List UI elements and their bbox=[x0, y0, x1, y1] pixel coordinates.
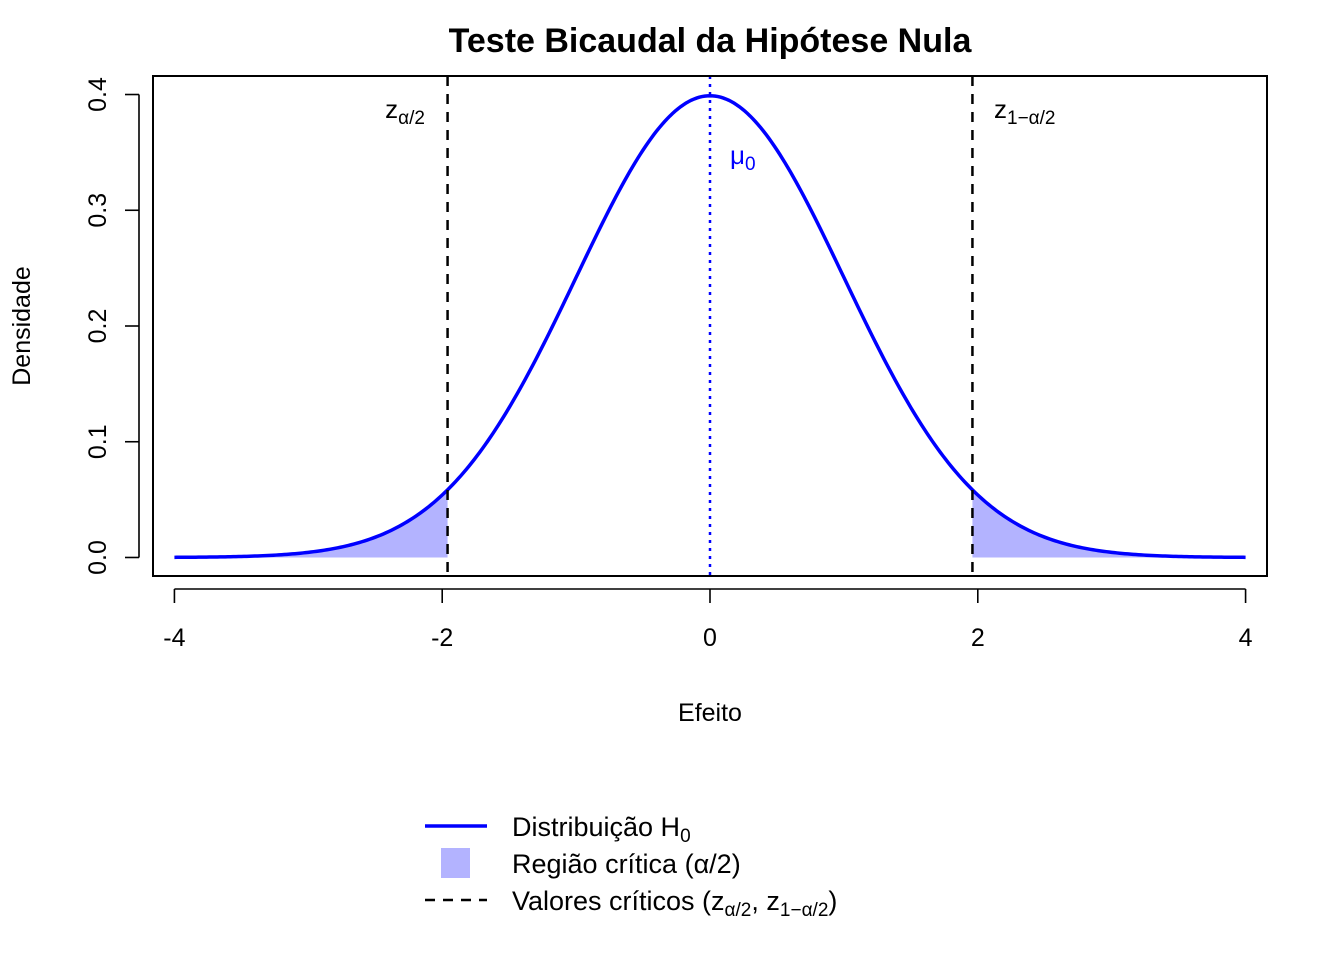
chart-title: Teste Bicaudal da Hipótese Nula bbox=[449, 22, 973, 60]
y-axis: 0.0 0.1 0.2 0.3 0.4 bbox=[84, 77, 140, 575]
x-axis: -4 -2 0 2 4 bbox=[163, 588, 1253, 652]
critical-region-left bbox=[174, 489, 448, 558]
y-axis-label: Densidade bbox=[8, 266, 36, 386]
y-tick-label: 0.2 bbox=[84, 309, 112, 344]
x-tick-label: 4 bbox=[1239, 624, 1253, 652]
x-tick-label: 0 bbox=[703, 624, 717, 652]
mu0-label: μ0 bbox=[730, 140, 756, 175]
plot-frame bbox=[152, 75, 1268, 577]
y-tick-label: 0.4 bbox=[84, 77, 112, 112]
legend-box-symbol bbox=[441, 848, 470, 878]
legend-label: Valores críticos (zα/2, z1−α/2) bbox=[512, 886, 837, 921]
y-tick-label: 0.1 bbox=[84, 424, 112, 459]
y-tick-label: 0.0 bbox=[84, 540, 112, 575]
z-upper-label: z1−α/2 bbox=[994, 94, 1056, 129]
critical-region-right bbox=[972, 489, 1246, 558]
x-tick-label: 2 bbox=[971, 624, 985, 652]
density-curve bbox=[174, 93, 1246, 560]
x-tick-label: -4 bbox=[163, 624, 185, 652]
legend-label: Região crítica (α/2) bbox=[512, 849, 741, 879]
z-lower-label: zα/2 bbox=[385, 94, 425, 129]
y-tick-label: 0.3 bbox=[84, 193, 112, 228]
annotations: zα/2 z1−α/2 μ0 bbox=[385, 94, 1055, 175]
x-tick-label: -2 bbox=[431, 624, 453, 652]
plot-area bbox=[174, 76, 1246, 576]
x-axis-label: Efeito bbox=[678, 699, 742, 727]
legend-label: Distribuição H0 bbox=[512, 812, 691, 847]
